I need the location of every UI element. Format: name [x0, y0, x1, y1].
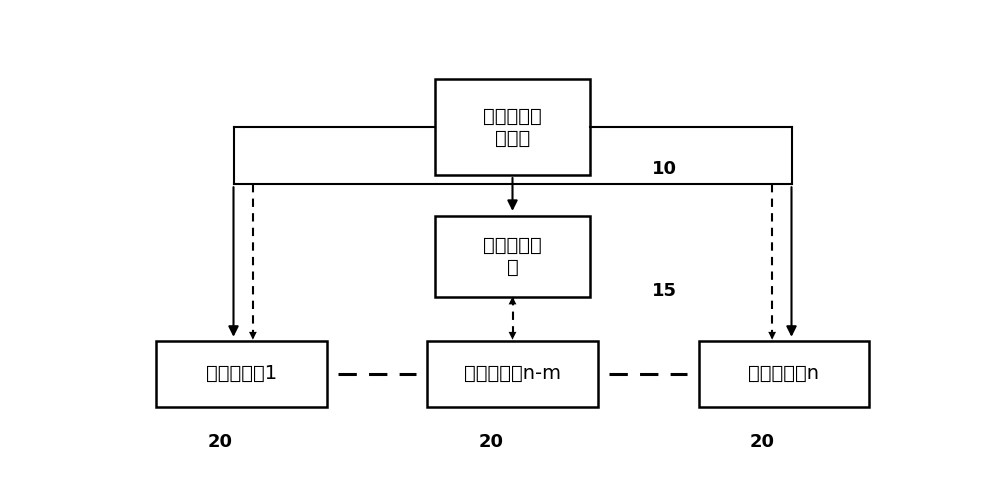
Text: 15: 15 — [652, 282, 677, 300]
Text: 10: 10 — [652, 161, 677, 178]
Bar — [427, 341, 598, 407]
Bar — [698, 341, 869, 407]
Text: 冷链监测仪n-m: 冷链监测仪n-m — [464, 364, 561, 383]
Text: 20: 20 — [478, 433, 503, 451]
Text: 冷链监测仪n: 冷链监测仪n — [748, 364, 819, 383]
Text: 20: 20 — [750, 433, 775, 451]
Text: 数据采集设
备: 数据采集设 备 — [483, 236, 542, 277]
Bar — [156, 341, 326, 407]
Bar — [435, 216, 590, 296]
Text: 20: 20 — [207, 433, 232, 451]
Text: 冷链监测仪1: 冷链监测仪1 — [206, 364, 277, 383]
Bar — [435, 79, 590, 175]
Text: 冷链监测软
件平台: 冷链监测软 件平台 — [483, 107, 542, 148]
